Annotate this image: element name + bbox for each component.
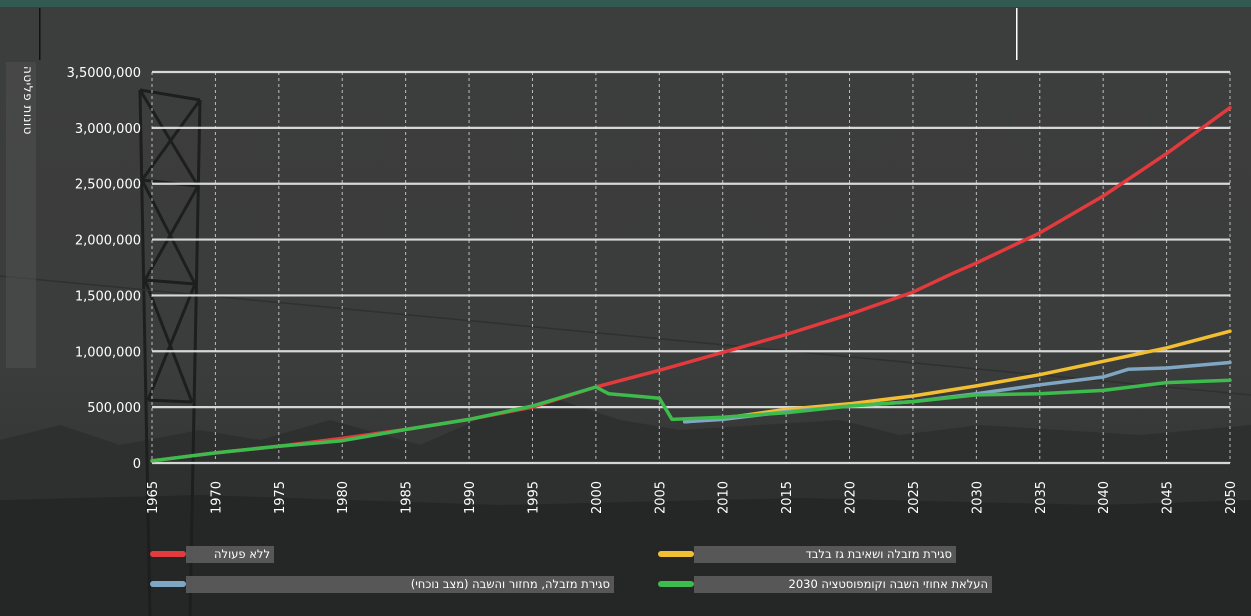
x-tick-label: 2040 xyxy=(1097,481,1112,514)
top-right-divider xyxy=(1016,8,1018,60)
pylon-icon xyxy=(138,88,202,616)
y-axis-label-box xyxy=(6,62,36,368)
legend-label-landfill-gas: סגירת מזבלה ושאיבת גז בלבד xyxy=(694,546,956,563)
x-tick-label: 2045 xyxy=(1161,481,1176,514)
legend-swatch-target-2030 xyxy=(658,581,694,587)
x-tick-label: 1980 xyxy=(336,481,351,514)
x-tick-label: 2020 xyxy=(844,481,859,514)
x-tick-label: 2030 xyxy=(970,481,985,514)
y-tick-label: 3,5000,000 xyxy=(67,66,141,81)
x-tick-label: 1995 xyxy=(526,481,541,514)
x-tick-label: 2035 xyxy=(1034,481,1049,514)
y-tick-label: 1,500,000 xyxy=(75,289,141,304)
legend-label-current: סגירת מזבלה, מחזור והשבה (מצב נוכחי) xyxy=(186,576,614,593)
legend-swatch-no-action xyxy=(150,551,186,557)
top-left-divider xyxy=(39,8,41,60)
y-tick-label: 0 xyxy=(133,457,141,472)
x-tick-label: 1990 xyxy=(463,481,478,514)
x-tick-label: 1970 xyxy=(209,481,224,514)
legend-swatch-current xyxy=(150,581,186,587)
x-tick-label: 1965 xyxy=(146,481,161,514)
x-tick-label: 2050 xyxy=(1224,481,1239,514)
x-tick-label: 2025 xyxy=(907,481,922,514)
legend-label-no-action: ללא פעולה xyxy=(186,546,274,563)
x-tick-label: 2000 xyxy=(590,481,605,514)
y-tick-label: 500,000 xyxy=(87,401,141,416)
y-tick-label: 2,500,000 xyxy=(75,178,141,193)
series-line-target-2030 xyxy=(150,378,1232,463)
y-axis-label: טונות פליטה xyxy=(21,66,35,135)
y-tick-label: 3,000,000 xyxy=(75,122,141,137)
y-tick-label: 1,000,000 xyxy=(75,345,141,360)
legend-label-target-2030: העלאת אחוזי השבה וקומפוסטציה 2030 xyxy=(694,576,992,593)
y-tick-label: 2,000,000 xyxy=(75,234,141,249)
x-tick-label: 2005 xyxy=(653,481,668,514)
x-tick-label: 1985 xyxy=(400,481,415,514)
x-tick-label: 2015 xyxy=(780,481,795,514)
x-tick-label: 1975 xyxy=(273,481,288,514)
legend-swatch-landfill-gas xyxy=(658,551,694,557)
top-teal-strip xyxy=(0,0,1251,7)
series-line-no-action xyxy=(150,105,1232,463)
x-tick-label: 2010 xyxy=(717,481,732,514)
